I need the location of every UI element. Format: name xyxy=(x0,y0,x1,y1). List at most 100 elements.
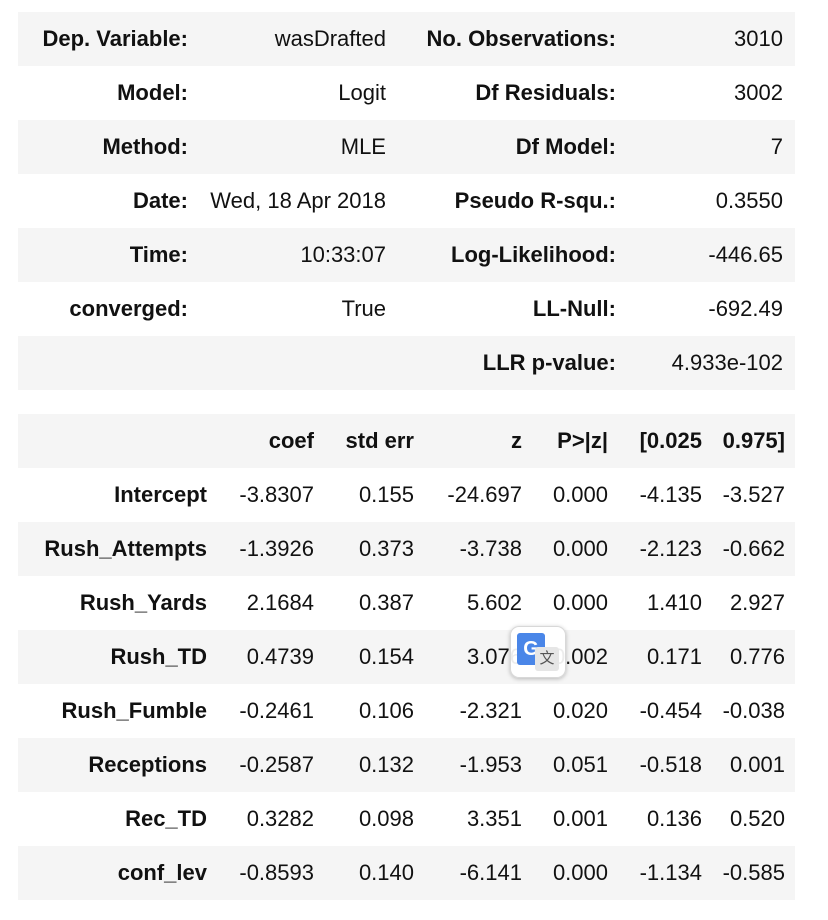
coef-row: Rec_TD 0.3282 0.098 3.351 0.001 0.136 0.… xyxy=(18,792,795,846)
coef-cell: -0.038 xyxy=(722,698,785,723)
coef-cell: 0.136 xyxy=(646,806,702,831)
summary-label: No. Observations: xyxy=(398,12,626,66)
summary-label: Log-Likelihood: xyxy=(398,228,626,282)
coef-cell: 0.098 xyxy=(358,806,414,831)
summary-value: 7 xyxy=(626,120,795,174)
coef-cell: 3.351 xyxy=(466,806,522,831)
coef-header-cell: z xyxy=(424,414,532,468)
coef-cell: -0.2587 xyxy=(217,738,324,792)
summary-row: converged: True LL-Null: -692.49 xyxy=(18,282,795,336)
coef-cell: 0.132 xyxy=(324,738,424,792)
coef-cell: 0.000 xyxy=(552,590,608,615)
coef-cell: 0.3282 xyxy=(246,806,314,831)
coef-cell: -0.2461 xyxy=(239,698,314,723)
summary-row: Date: Wed, 18 Apr 2018 Pseudo R-squ.: 0.… xyxy=(18,174,795,228)
coef-row: Receptions -0.2587 0.132 -1.953 0.051 -0… xyxy=(18,738,795,792)
translate-text-glyph: 文 xyxy=(535,647,559,671)
summary-row: Method: MLE Df Model: 7 xyxy=(18,120,795,174)
summary-value: True xyxy=(341,296,386,321)
summary-label: Model: xyxy=(117,80,188,105)
coef-header-cell: 0.975] xyxy=(712,414,795,468)
summary-label: Date: xyxy=(132,188,188,213)
coef-cell: -1.134 xyxy=(618,846,712,900)
coef-cell: 1.410 xyxy=(646,590,702,615)
summary-label: Df Model: xyxy=(398,120,626,174)
coef-header-row: coef std err z P>|z| [0.025 0.975] xyxy=(18,414,795,468)
coef-cell: -0.518 xyxy=(618,738,712,792)
summary-value xyxy=(198,336,398,390)
coef-cell: -6.141 xyxy=(424,846,532,900)
coef-cell: -0.454 xyxy=(639,698,702,723)
coef-cell: -3.738 xyxy=(424,522,532,576)
google-translate-icon[interactable]: G 文 xyxy=(510,626,566,678)
summary-label xyxy=(18,336,198,390)
summary-value: Wed, 18 Apr 2018 xyxy=(210,188,386,213)
coef-cell: 0.171 xyxy=(618,630,712,684)
variable-name: Rush_TD xyxy=(18,630,217,684)
coef-header-cell xyxy=(18,414,217,468)
coef-cell: 0.520 xyxy=(729,806,785,831)
coef-cell: 0.051 xyxy=(532,738,618,792)
coef-cell: 0.000 xyxy=(532,522,618,576)
model-summary-table: Dep. Variable: wasDrafted No. Observatio… xyxy=(18,12,795,390)
summary-row: Dep. Variable: wasDrafted No. Observatio… xyxy=(18,12,795,66)
summary-label: Dep. Variable: xyxy=(18,12,198,66)
coef-header-cell: [0.025 xyxy=(618,414,712,468)
coef-cell: 0.106 xyxy=(358,698,414,723)
summary-label: converged: xyxy=(69,296,188,321)
summary-value: Logit xyxy=(338,80,386,105)
summary-label: Df Residuals: xyxy=(475,80,616,105)
coef-row: Rush_Yards 2.1684 0.387 5.602 0.000 1.41… xyxy=(18,576,795,630)
variable-name: conf_lev xyxy=(18,846,217,900)
coef-cell: -0.585 xyxy=(712,846,795,900)
coef-cell: 0.155 xyxy=(358,482,414,507)
coef-cell: -24.697 xyxy=(447,482,522,507)
summary-value: -692.49 xyxy=(708,296,783,321)
variable-name: Rush_Fumble xyxy=(61,698,207,723)
coef-header-cell: coef xyxy=(217,414,324,468)
coef-row: conf_lev -0.8593 0.140 -6.141 0.000 -1.1… xyxy=(18,846,795,900)
coef-cell: -3.527 xyxy=(722,482,785,507)
variable-name: Receptions xyxy=(18,738,217,792)
coef-cell: 0.020 xyxy=(552,698,608,723)
summary-row: Model: Logit Df Residuals: 3002 xyxy=(18,66,795,120)
coef-cell: -2.123 xyxy=(618,522,712,576)
coef-cell: 2.1684 xyxy=(246,590,314,615)
coef-cell: 0.000 xyxy=(532,846,618,900)
coef-row: Rush_TD 0.4739 0.154 3.076 0.002 0.171 0… xyxy=(18,630,795,684)
coef-row: Intercept -3.8307 0.155 -24.697 0.000 -4… xyxy=(18,468,795,522)
coef-cell: -1.953 xyxy=(424,738,532,792)
variable-name: Rush_Yards xyxy=(79,590,207,615)
summary-value: MLE xyxy=(198,120,398,174)
coef-header-cell: P>|z| xyxy=(532,414,618,468)
coef-cell: 0.001 xyxy=(552,806,608,831)
summary-label: LL-Null: xyxy=(532,296,616,321)
summary-value: 3002 xyxy=(734,80,783,105)
summary-label: Pseudo R-squ.: xyxy=(454,188,616,213)
coef-cell: -1.3926 xyxy=(217,522,324,576)
coef-cell: 0.140 xyxy=(324,846,424,900)
summary-value: -446.65 xyxy=(626,228,795,282)
coef-cell: -4.135 xyxy=(639,482,702,507)
coef-cell: 0.000 xyxy=(552,482,608,507)
summary-value: 4.933e-102 xyxy=(626,336,795,390)
coef-cell: 0.154 xyxy=(324,630,424,684)
summary-row: LLR p-value: 4.933e-102 xyxy=(18,336,795,390)
summary-value: 0.3550 xyxy=(715,188,783,213)
coef-row: Rush_Attempts -1.3926 0.373 -3.738 0.000… xyxy=(18,522,795,576)
variable-name: Intercept xyxy=(114,482,207,507)
coef-cell: 5.602 xyxy=(466,590,522,615)
summary-value: 10:33:07 xyxy=(198,228,398,282)
summary-value: wasDrafted xyxy=(198,12,398,66)
coefficients-table: coef std err z P>|z| [0.025 0.975] Inter… xyxy=(18,414,795,900)
coef-row: Rush_Fumble -0.2461 0.106 -2.321 0.020 -… xyxy=(18,684,795,738)
coef-cell: 0.373 xyxy=(324,522,424,576)
coef-header-cell: std err xyxy=(324,414,424,468)
coef-cell: -0.662 xyxy=(712,522,795,576)
summary-row: Time: 10:33:07 Log-Likelihood: -446.65 xyxy=(18,228,795,282)
coef-cell: -2.321 xyxy=(459,698,522,723)
coef-cell: 0.387 xyxy=(358,590,414,615)
variable-name: Rec_TD xyxy=(125,806,207,831)
coef-cell: -0.8593 xyxy=(217,846,324,900)
coef-cell: -3.8307 xyxy=(239,482,314,507)
